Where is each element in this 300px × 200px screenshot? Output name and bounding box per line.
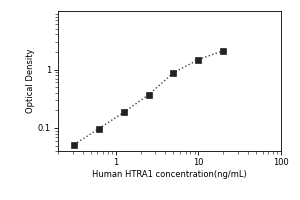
Y-axis label: Optical Density: Optical Density	[26, 49, 35, 113]
X-axis label: Human HTRA1 concentration(ng/mL): Human HTRA1 concentration(ng/mL)	[92, 170, 247, 179]
